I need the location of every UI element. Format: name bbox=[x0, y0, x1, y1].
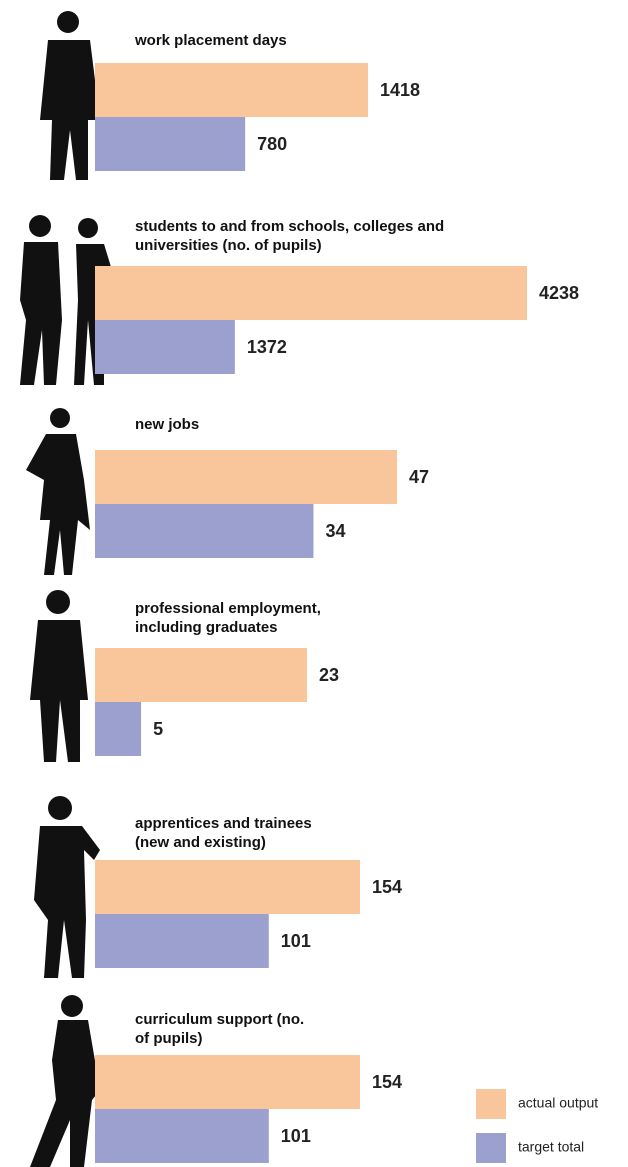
value-label: 34 bbox=[325, 521, 345, 541]
value-label: 1418 bbox=[380, 80, 420, 100]
bar bbox=[95, 702, 142, 756]
category-title: curriculum support (no. of pupils) bbox=[135, 1011, 305, 1047]
legend-label: target total bbox=[518, 1139, 584, 1155]
value-label: 780 bbox=[257, 134, 287, 154]
bar bbox=[95, 1109, 269, 1163]
silhouettes bbox=[20, 11, 118, 1167]
bar bbox=[95, 450, 397, 504]
category-title: work placement days bbox=[135, 32, 287, 49]
value-label: 1372 bbox=[247, 337, 287, 357]
value-label: 4238 bbox=[539, 283, 579, 303]
category-title: new jobs bbox=[135, 416, 200, 433]
bar bbox=[95, 914, 269, 968]
value-label: 5 bbox=[153, 719, 163, 739]
girl-figure bbox=[30, 995, 100, 1167]
category-title: professional employment, including gradu… bbox=[135, 600, 321, 636]
woman-figure bbox=[26, 408, 90, 575]
value-label: 154 bbox=[372, 877, 402, 897]
legend-label: actual output bbox=[518, 1095, 598, 1111]
bar bbox=[95, 63, 368, 117]
bar bbox=[95, 648, 307, 702]
worker-figure bbox=[40, 11, 100, 180]
value-label: 23 bbox=[319, 665, 339, 685]
legend-swatch bbox=[476, 1133, 506, 1163]
value-label: 154 bbox=[372, 1072, 402, 1092]
category-title: students to and from schools, colleges a… bbox=[135, 218, 445, 254]
bar bbox=[95, 504, 314, 558]
value-label: 101 bbox=[281, 1126, 311, 1146]
suit-figure bbox=[30, 590, 88, 762]
category-title: apprentices and trainees (new and existi… bbox=[135, 815, 312, 851]
bar bbox=[95, 266, 527, 320]
bar bbox=[95, 117, 246, 171]
legend-swatch bbox=[476, 1089, 506, 1119]
builder-figure bbox=[34, 796, 100, 978]
bar bbox=[95, 1055, 360, 1109]
bar bbox=[95, 320, 235, 374]
value-label: 47 bbox=[409, 467, 429, 487]
value-label: 101 bbox=[281, 931, 311, 951]
bar bbox=[95, 860, 360, 914]
